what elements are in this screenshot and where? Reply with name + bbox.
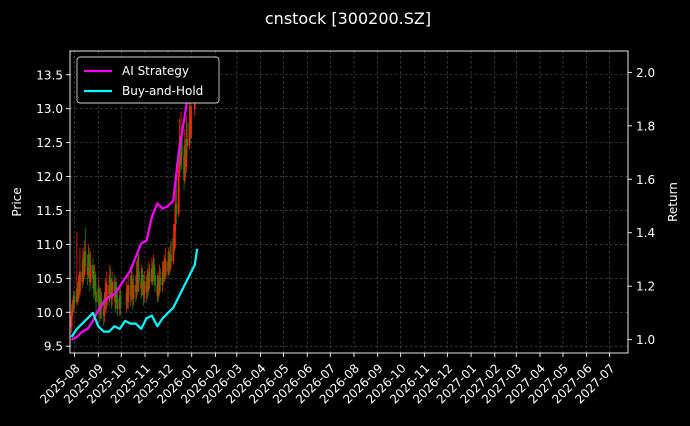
y-tick-label-left: 12.0 [36,170,63,184]
candle-body [94,274,97,292]
candle-body [119,295,122,306]
candle-body [185,139,188,167]
y-tick-label-left: 13.5 [36,68,63,82]
candle-body [103,302,106,316]
candle-body [79,271,81,292]
y-tick-label-right: 1.2 [636,280,655,294]
candle-body [170,254,172,262]
candle-body [154,274,156,286]
y-tick-label-left: 12.5 [36,136,63,150]
candle-body [84,251,87,265]
candle-body [113,281,116,292]
y-tick-label-left: 10.5 [36,272,63,286]
candle-body [137,271,140,282]
plot-frame [69,50,629,354]
candle-body [111,281,113,299]
y-tick-label-left: 10.0 [36,306,63,320]
candle-body [159,278,162,286]
y-tick-label-left: 11.0 [36,238,63,252]
candle-body [172,237,175,262]
candle-body [73,295,76,303]
candle-body [88,254,91,272]
chart-title: cnstock [300200.SZ] [265,9,431,28]
candle-body [70,315,73,328]
series-line-ai-strategy [71,65,199,341]
y-tick-label-right: 1.8 [636,119,655,133]
candle-body [92,264,94,279]
y-axis-label-left: Price [10,187,24,216]
legend: AI Strategy Buy-and-Hold [76,56,220,104]
y-tick-label-left: 13.0 [36,102,63,116]
candle-body [105,285,108,306]
candle-body [177,169,180,214]
legend-box [76,56,220,104]
y-tick-label-left: 11.5 [36,204,63,218]
candle-body [98,288,100,306]
series-lines [70,65,199,341]
candle-body [127,285,130,303]
candle-body [132,285,135,299]
candle-body [186,139,189,147]
candle-body [109,278,112,289]
candle-body [173,224,176,248]
series-line-buy-and-hold [70,248,199,338]
y-axis-label-right: Return [666,182,680,222]
y-tick-label-right: 1.6 [636,173,655,187]
candle-body [131,278,133,292]
candle-body [148,271,151,282]
candle-body [89,264,92,282]
y-tick-label-left: 9.5 [44,340,63,354]
y-tick-label-right: 2.0 [636,66,655,80]
y-tick-label-right: 1.0 [636,333,655,347]
candle-body [175,203,178,214]
legend-label-ai-strategy: AI Strategy [122,64,189,78]
candle-body [143,281,146,296]
candle-body [190,108,192,136]
candle-body [71,304,74,316]
candle-body [116,298,119,309]
candle-body [153,264,156,275]
candle-body [115,288,118,299]
candle-body [95,291,97,303]
candle-body [180,135,183,157]
candle-body [164,261,167,275]
legend-label-buy-and-hold: Buy-and-Hold [122,84,203,98]
y-tick-label-right: 1.4 [636,226,655,240]
candle-body [141,274,144,286]
